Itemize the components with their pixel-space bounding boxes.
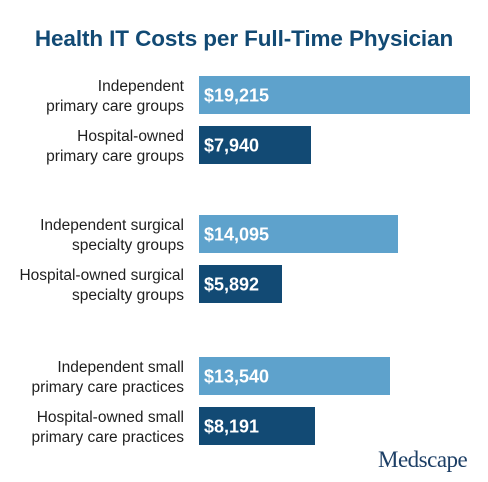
category-label: primary care practices [32, 379, 185, 396]
category-label: Independent [98, 78, 185, 95]
medscape-logo: Medscape [378, 447, 468, 473]
bar [199, 126, 311, 164]
data-label: $5,892 [204, 275, 259, 295]
data-label: $7,940 [204, 136, 259, 156]
data-label: $13,540 [204, 367, 269, 387]
data-label: $19,215 [204, 86, 269, 106]
category-label: specialty groups [72, 287, 184, 304]
data-label: $14,095 [204, 225, 269, 245]
category-label: Hospital-owned surgical [19, 267, 184, 284]
category-label: Independent small [57, 359, 184, 376]
category-label: Hospital-owned [77, 128, 184, 145]
category-label: primary care groups [46, 148, 184, 165]
bar [199, 265, 282, 303]
bar [199, 215, 398, 253]
bar [199, 407, 315, 445]
logo-text: Medscape [378, 447, 468, 472]
category-label: primary care groups [46, 98, 184, 115]
bar [199, 76, 470, 114]
category-label: Independent surgical [40, 217, 184, 234]
bar [199, 357, 390, 395]
data-label: $8,191 [204, 417, 259, 437]
category-label: specialty groups [72, 237, 184, 254]
category-label: primary care practices [32, 429, 185, 446]
chart-title: Health IT Costs per Full-Time Physician [34, 26, 454, 51]
category-label: Hospital-owned small [37, 409, 184, 426]
